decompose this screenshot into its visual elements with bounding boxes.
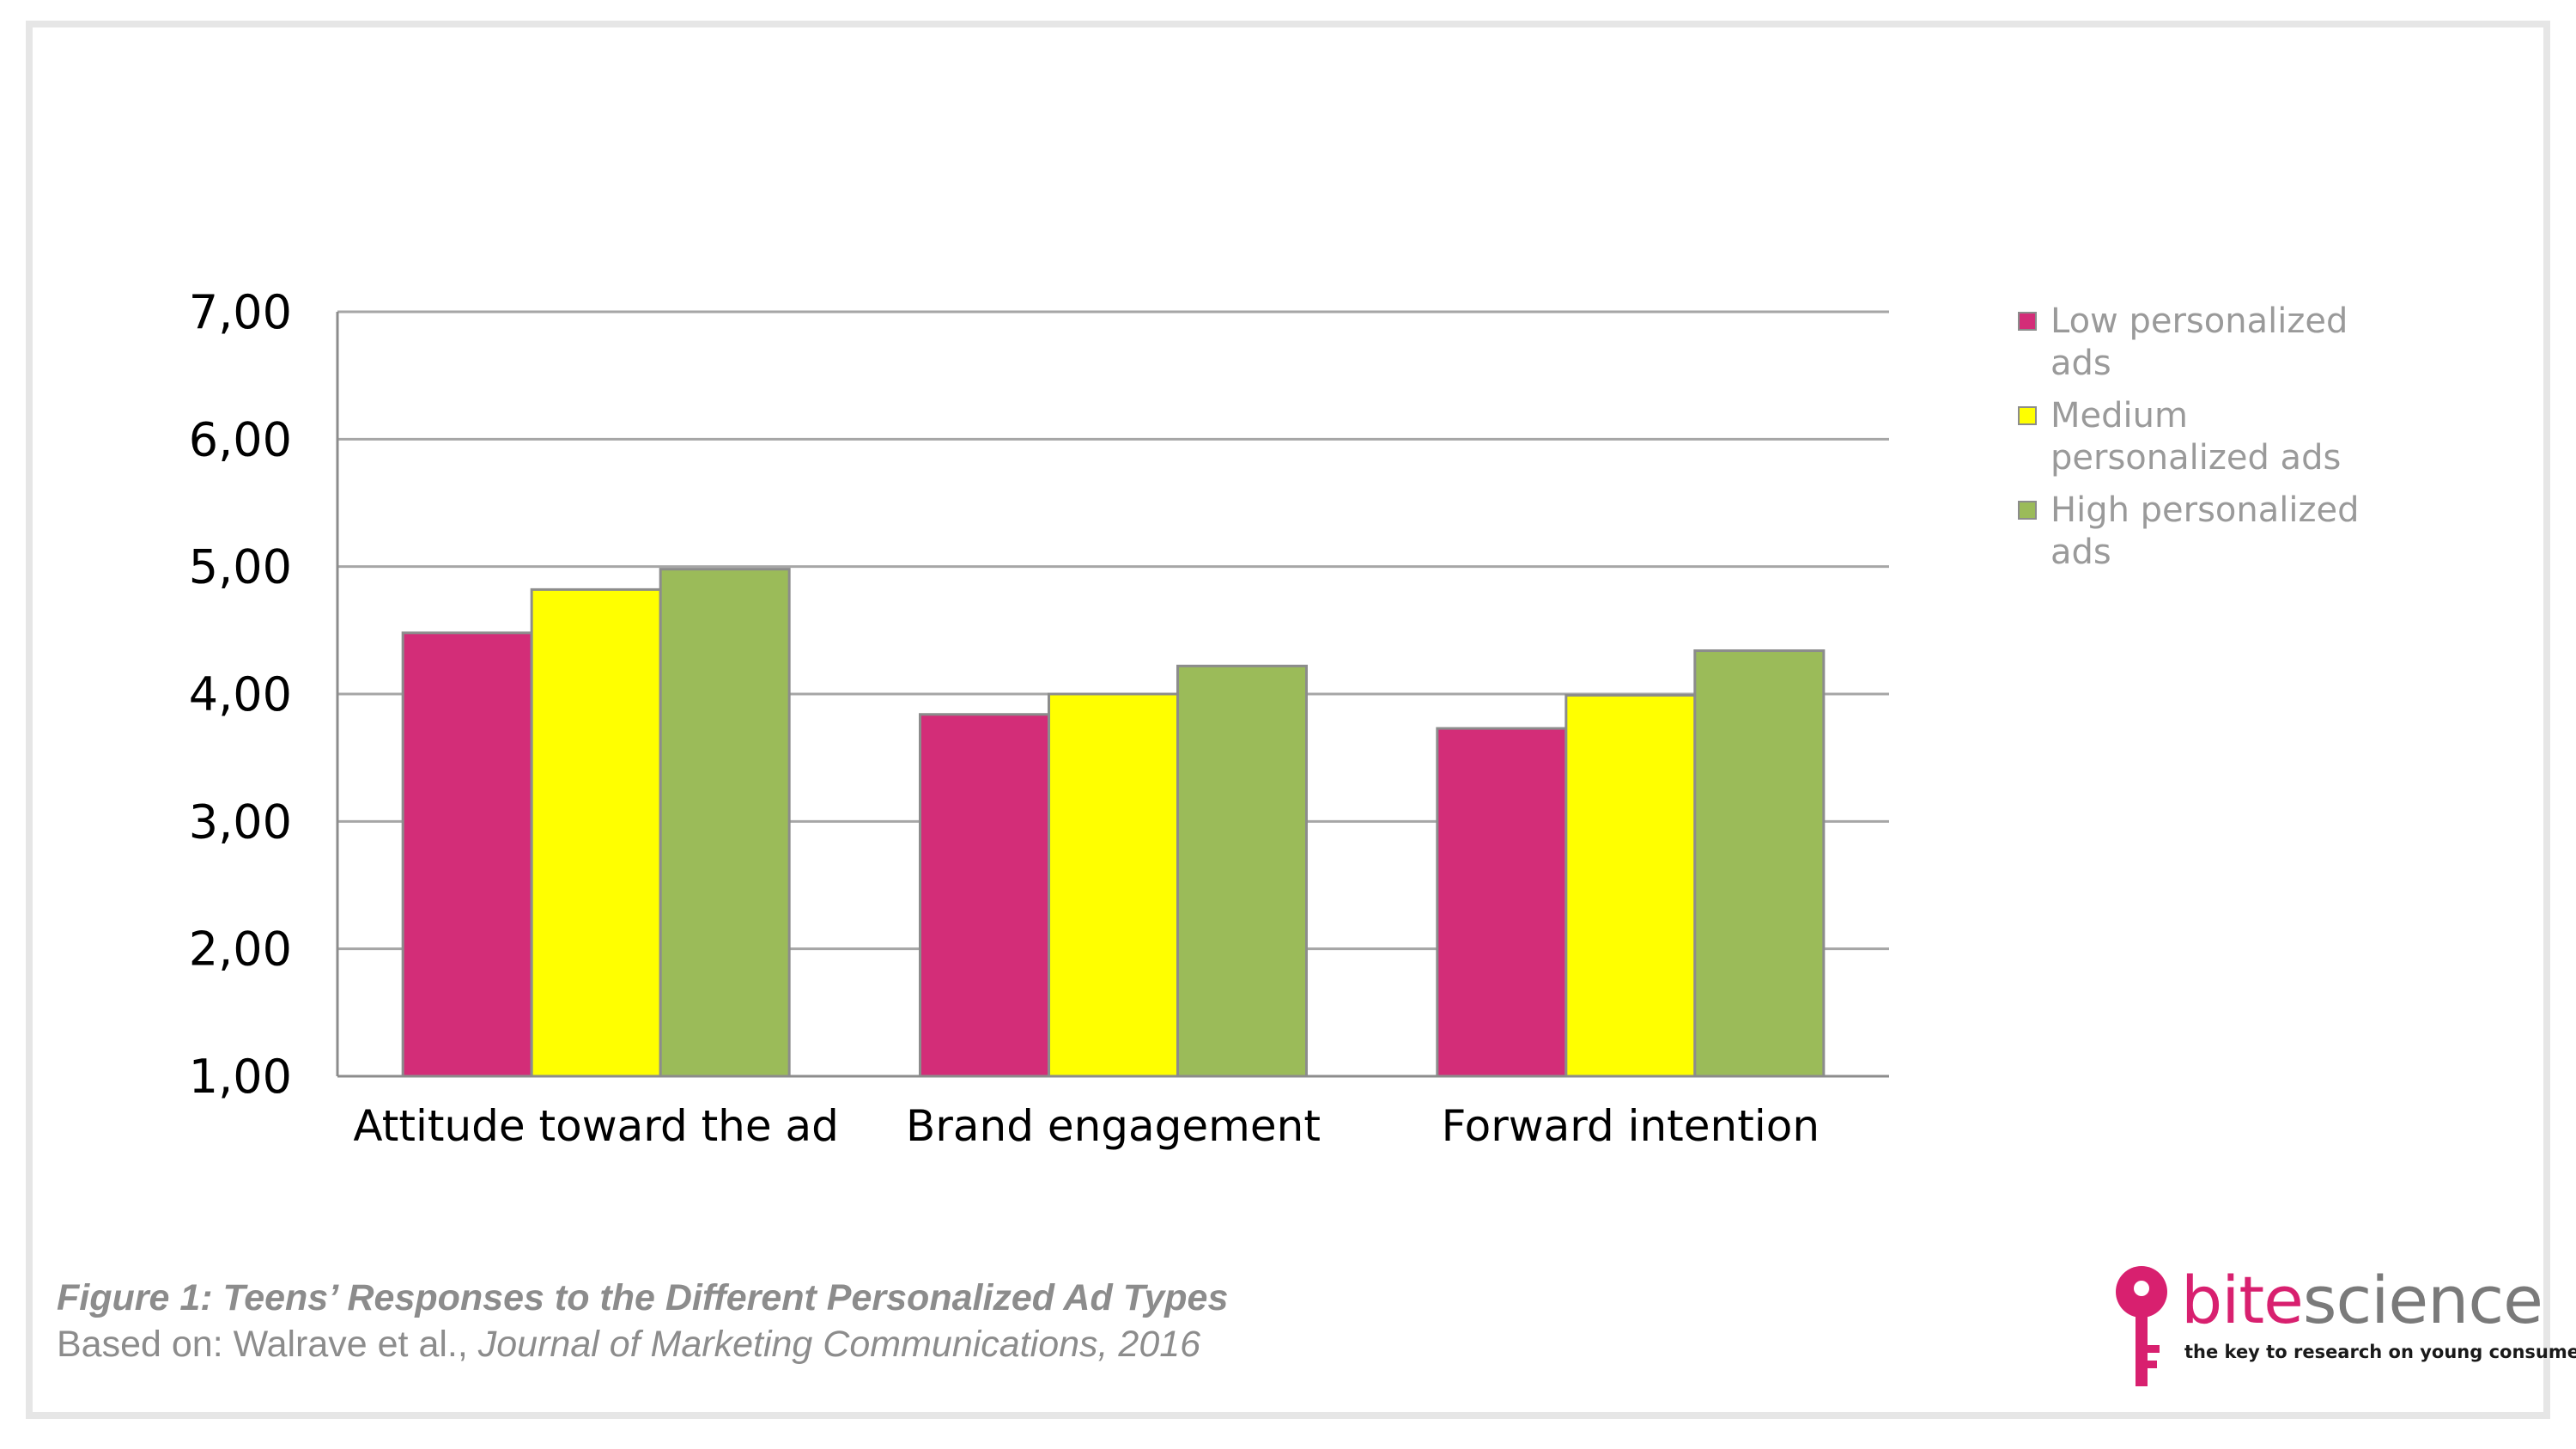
caption-source-prefix: Based on: Walrave et al., [57,1324,478,1365]
bar [1564,693,1697,1078]
y-tick-label: 7,00 [189,285,292,339]
legend-swatch-medium [2018,406,2037,425]
legend-swatch-high [2018,501,2037,520]
x-category-label: Brand engagement [906,1101,1321,1151]
axis-labels: 1,00 2,00 3,00 4,00 5,00 6,00 7,00 Attitude tow… [189,285,1820,1151]
legend-label-medium-line1: Medium [2050,396,2188,435]
x-category-label: Attitude toward the ad [353,1101,838,1151]
bar [1176,664,1308,1078]
bar [401,631,533,1078]
y-tick-label: 5,00 [189,540,292,594]
bitescience-logo: bitescience the key to research on young… [2112,1263,2576,1391]
bars [401,568,1826,1078]
logo-science: science [2302,1262,2543,1338]
legend: Low personalized ads Medium personalized… [2018,301,2379,584]
axes [336,312,1889,1078]
bar [1693,649,1826,1078]
caption-title: Figure 1: Teens’ Responses to the Differ… [57,1277,1229,1318]
legend-label-medium-line2: personalized ads [2050,438,2342,478]
legend-swatch-low [2018,312,2037,331]
legend-label-high-line1: High personalized [2050,490,2360,530]
y-tick-label: 3,00 [189,795,292,849]
logo-tagline: the key to research on young consumers [2184,1342,2576,1362]
y-tick-label: 4,00 [189,667,292,721]
caption-source-journal: Journal of Marketing Communications, 201… [477,1324,1201,1365]
bar [1436,727,1568,1078]
bar [659,568,791,1078]
legend-item-low: Low personalized ads [2018,301,2379,385]
key-icon [2116,1266,2167,1386]
y-tick-label: 2,00 [189,922,292,977]
caption-source: Based on: Walrave et al., Journal of Mar… [57,1321,1228,1367]
figure-caption: Figure 1: Teens’ Responses to the Differ… [57,1275,1228,1367]
legend-label-high-line2: ads [2050,533,2111,572]
logo-bite: bite [2181,1262,2304,1338]
bar [530,588,662,1078]
legend-item-medium: Medium personalized ads [2018,395,2379,479]
bar [919,713,1050,1078]
legend-label-low-line2: ads [2050,344,2111,383]
logo-wordmark: bitescience [2181,1263,2543,1338]
y-tick-label: 6,00 [189,412,292,466]
legend-item-high: High personalized ads [2018,490,2379,574]
x-category-label: Forward intention [1442,1101,1820,1151]
y-tick-label: 1,00 [189,1050,292,1104]
bar [1048,692,1179,1078]
legend-label-low-line1: Low personalized [2050,301,2348,341]
